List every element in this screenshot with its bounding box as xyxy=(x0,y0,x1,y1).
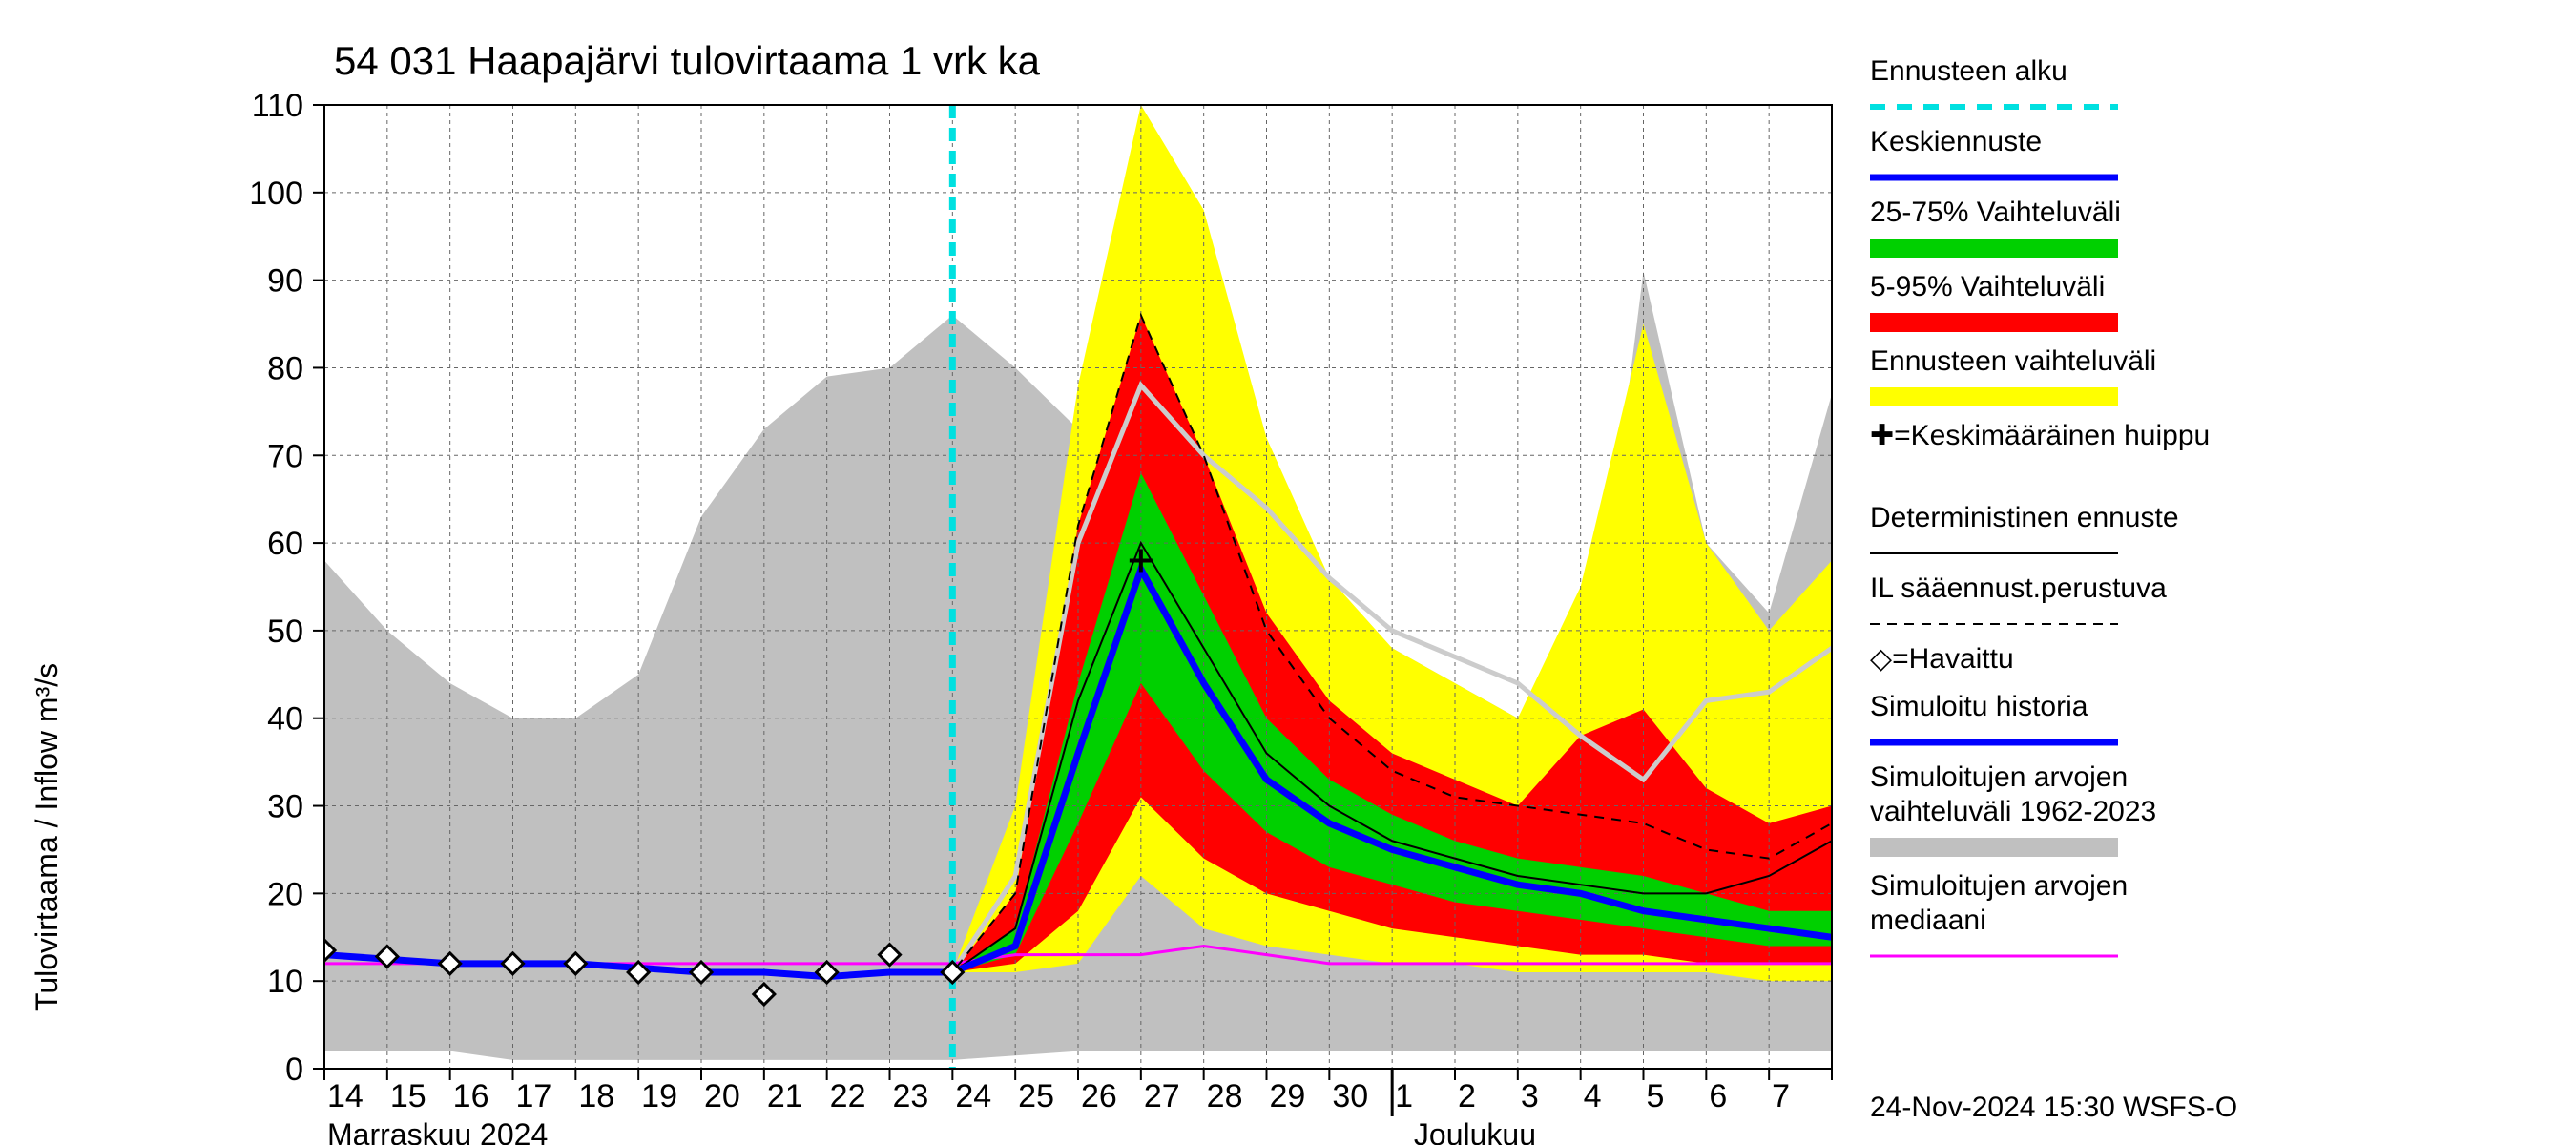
legend-label: 25-75% Vaihteluväli xyxy=(1870,197,2121,228)
chart-title: 54 031 Haapajärvi tulovirtaama 1 vrk ka xyxy=(334,38,1041,83)
y-axis-label: Tulovirtaama / Inflow m³/s xyxy=(30,663,64,1011)
chart-svg: 0102030405060708090100110141516171819202… xyxy=(0,0,2576,1145)
legend-swatch xyxy=(1870,387,2118,406)
month-label: Joulukuu xyxy=(1414,1117,1536,1145)
ytick-label: 90 xyxy=(267,263,303,300)
xtick-label: 27 xyxy=(1144,1078,1180,1114)
month-label: Marraskuu 2024 xyxy=(327,1117,548,1145)
legend-label: Keskiennuste xyxy=(1870,126,2042,157)
ytick-label: 70 xyxy=(267,438,303,474)
footer-timestamp: 24-Nov-2024 15:30 WSFS-O xyxy=(1870,1092,2237,1123)
ytick-label: 110 xyxy=(252,88,303,124)
xtick-label: 23 xyxy=(893,1078,929,1114)
xtick-label: 4 xyxy=(1584,1078,1602,1114)
xtick-label: 3 xyxy=(1521,1078,1539,1114)
xtick-label: 18 xyxy=(578,1078,614,1114)
ytick-label: 10 xyxy=(267,964,303,1000)
ytick-label: 60 xyxy=(267,526,303,562)
xtick-label: 21 xyxy=(767,1078,803,1114)
legend-label: Ennusteen vaihteluväli xyxy=(1870,345,2156,377)
xtick-label: 17 xyxy=(516,1078,552,1114)
legend-label: ◇=Havaittu xyxy=(1870,643,2014,675)
xtick-label: 25 xyxy=(1018,1078,1054,1114)
legend-label: Simuloitujen arvojen xyxy=(1870,761,2128,793)
legend-label: 5-95% Vaihteluväli xyxy=(1870,271,2105,302)
legend-label: Deterministinen ennuste xyxy=(1870,502,2179,533)
legend-swatch xyxy=(1870,838,2118,857)
xtick-label: 14 xyxy=(327,1078,364,1114)
ytick-label: 50 xyxy=(267,614,303,650)
xtick-label: 15 xyxy=(390,1078,426,1114)
xtick-label: 20 xyxy=(704,1078,740,1114)
xtick-label: 2 xyxy=(1458,1078,1476,1114)
plot-area xyxy=(314,105,1895,1069)
ytick-label: 100 xyxy=(249,176,303,212)
xtick-label: 28 xyxy=(1207,1078,1243,1114)
legend-label: Ennusteen alku xyxy=(1870,55,2067,87)
legend-label: mediaani xyxy=(1870,905,1986,936)
xtick-label: 30 xyxy=(1332,1078,1368,1114)
legend-label: IL sääennust.perustuva xyxy=(1870,572,2167,604)
legend-label: Simuloitujen arvojen xyxy=(1870,870,2128,902)
xtick-label: 26 xyxy=(1081,1078,1117,1114)
legend-label: vaihteluväli 1962-2023 xyxy=(1870,796,2156,827)
xtick-label: 6 xyxy=(1709,1078,1727,1114)
xtick-label: 22 xyxy=(830,1078,866,1114)
xtick-label: 5 xyxy=(1647,1078,1665,1114)
ytick-label: 80 xyxy=(267,350,303,386)
legend-swatch xyxy=(1870,313,2118,332)
xtick-label: 16 xyxy=(453,1078,489,1114)
ytick-label: 20 xyxy=(267,876,303,912)
legend-swatch xyxy=(1870,239,2118,258)
xtick-label: 1 xyxy=(1395,1078,1413,1114)
chart-container: 0102030405060708090100110141516171819202… xyxy=(0,0,2576,1145)
ytick-label: 30 xyxy=(267,789,303,825)
legend-label: ✚=Keskimääräinen huippu xyxy=(1870,420,2210,451)
legend-label: Simuloitu historia xyxy=(1870,691,2088,722)
ytick-label: 0 xyxy=(285,1051,303,1088)
xtick-label: 24 xyxy=(955,1078,991,1114)
ytick-label: 40 xyxy=(267,701,303,738)
xtick-label: 29 xyxy=(1270,1078,1306,1114)
xtick-label: 7 xyxy=(1772,1078,1790,1114)
xtick-label: 19 xyxy=(641,1078,677,1114)
